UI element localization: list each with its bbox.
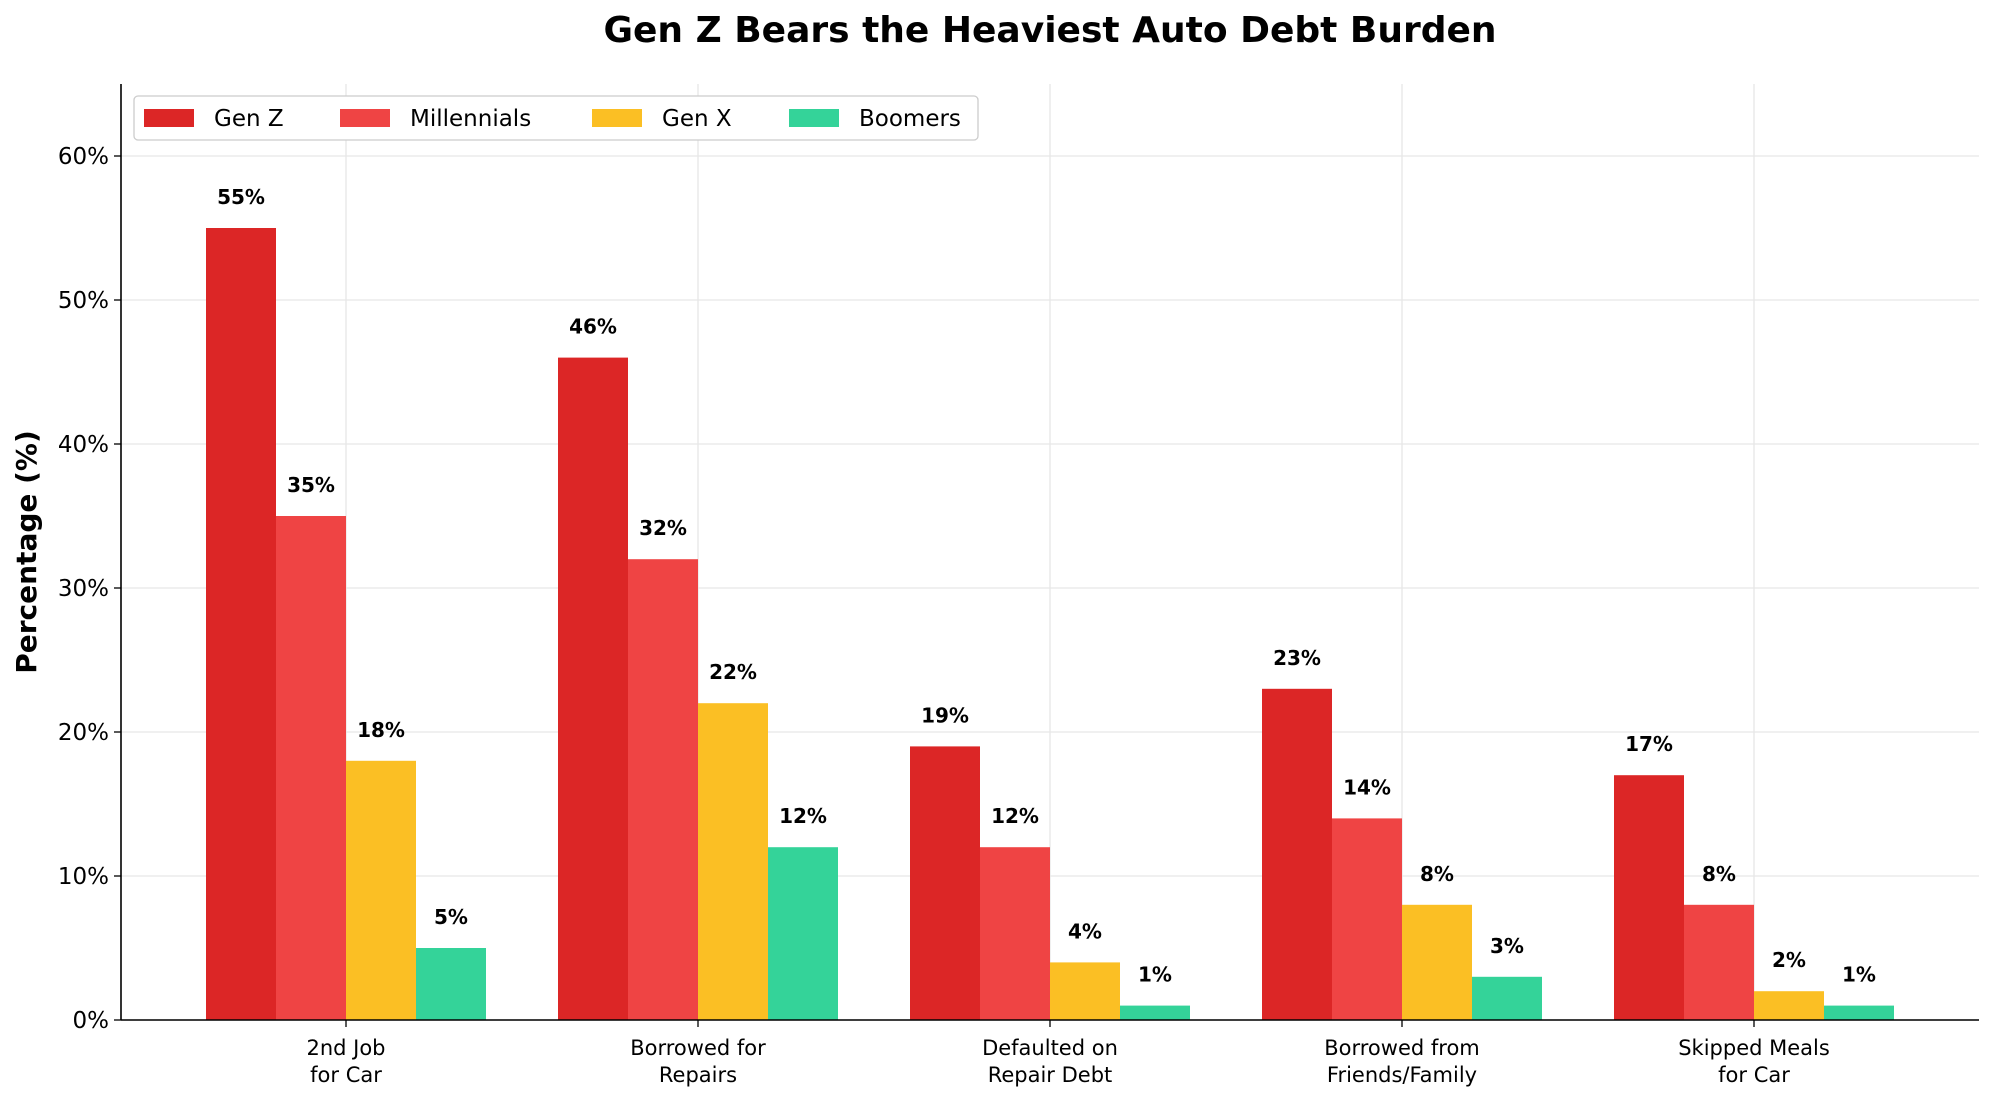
bar-boomers	[1120, 1005, 1190, 1020]
bar-boomers	[1824, 1005, 1894, 1020]
x-tick-label: 2nd Job for Car	[306, 1036, 385, 1087]
y-tick-label: 50%	[58, 288, 109, 314]
legend-label: Boomers	[859, 106, 961, 132]
data-label: 19%	[921, 703, 969, 727]
axes: 0% 10% 20% 30% 40% 50% 60% 2nd Job for Car Borrow…	[58, 84, 1979, 1087]
x-tick-label: Defaulted on Repair Debt	[982, 1036, 1118, 1087]
data-label: 46%	[569, 315, 617, 339]
bar-millennials	[1332, 818, 1402, 1020]
legend-swatch	[144, 109, 194, 127]
bar-gen-x	[698, 703, 768, 1020]
data-label: 23%	[1273, 646, 1321, 670]
bar-boomers	[768, 847, 838, 1020]
legend-label: Millennials	[410, 106, 531, 132]
data-label: 1%	[1138, 963, 1172, 987]
legend-swatch	[789, 109, 839, 127]
x-tick-label-line: Borrowed for	[630, 1036, 766, 1060]
y-tick-label: 60%	[58, 144, 109, 170]
data-label: 2%	[1772, 948, 1806, 972]
y-axis-label: Percentage (%)	[10, 430, 43, 674]
x-tick-label-line: for Car	[310, 1063, 382, 1087]
legend-swatch	[340, 109, 390, 127]
legend-label: Gen Z	[214, 106, 284, 132]
data-labels: 55% 46% 19% 23% 17% 35% 32% 12% 14% 8% 18% 22% 4% 8% 2…	[217, 185, 1876, 987]
bar-boomers	[416, 948, 486, 1020]
bar-gen-z	[1614, 775, 1684, 1020]
chart-title: Gen Z Bears the Heaviest Auto Debt Burde…	[603, 10, 1496, 51]
bar-boomers	[1472, 976, 1542, 1020]
x-tick-label-line: Repairs	[659, 1063, 737, 1087]
x-tick-label-line: Defaulted on	[982, 1036, 1118, 1060]
x-tick-label-line: Skipped Meals	[1678, 1036, 1830, 1060]
bar-millennials	[628, 559, 698, 1020]
data-label: 14%	[1343, 775, 1391, 799]
data-label: 5%	[434, 905, 468, 929]
data-label: 4%	[1068, 919, 1102, 943]
legend-swatch	[592, 109, 642, 127]
bar-millennials	[1684, 904, 1754, 1020]
legend: Gen Z Millennials Gen X Boomers	[133, 95, 979, 141]
bar-gen-x	[1402, 904, 1472, 1020]
legend-label: Gen X	[662, 106, 732, 132]
bar-millennials	[980, 847, 1050, 1020]
x-tick-label-line: Borrowed from	[1324, 1036, 1480, 1060]
y-tick-label: 20%	[58, 720, 109, 746]
data-label: 8%	[1420, 862, 1454, 886]
bar-gen-z	[1262, 688, 1332, 1020]
data-label: 17%	[1625, 732, 1673, 756]
data-label: 1%	[1842, 963, 1876, 987]
bar-gen-x	[346, 760, 416, 1020]
x-tick-label: Skipped Meals for Car	[1678, 1036, 1830, 1087]
bar-gen-z	[206, 228, 276, 1020]
x-tick-label: Borrowed from Friends/Family	[1324, 1036, 1480, 1087]
data-label: 35%	[287, 473, 335, 497]
bar-gen-x	[1754, 991, 1824, 1020]
y-tick-label: 40%	[58, 432, 109, 458]
data-label: 12%	[779, 804, 827, 828]
x-tick-label-line: Repair Debt	[988, 1063, 1113, 1087]
y-tick-label: 30%	[58, 576, 109, 602]
data-label: 12%	[991, 804, 1039, 828]
bar-gen-x	[1050, 962, 1120, 1020]
bars	[206, 228, 1894, 1021]
grid	[121, 84, 1979, 1021]
x-tick-label-line: 2nd Job	[306, 1036, 385, 1060]
y-tick-label: 10%	[58, 864, 109, 890]
x-tick-label: Borrowed for Repairs	[630, 1036, 766, 1087]
data-label: 55%	[217, 185, 265, 209]
data-label: 22%	[709, 660, 757, 684]
bar-millennials	[276, 516, 346, 1020]
data-label: 8%	[1702, 862, 1736, 886]
bar-gen-z	[558, 357, 628, 1021]
data-label: 32%	[639, 516, 687, 540]
x-tick-label-line: Friends/Family	[1327, 1063, 1477, 1087]
legend-box	[133, 95, 979, 141]
data-label: 18%	[357, 718, 405, 742]
y-tick-label: 0%	[73, 1008, 110, 1034]
bar-gen-z	[910, 746, 980, 1020]
x-tick-label-line: for Car	[1718, 1063, 1790, 1087]
data-label: 3%	[1490, 934, 1524, 958]
